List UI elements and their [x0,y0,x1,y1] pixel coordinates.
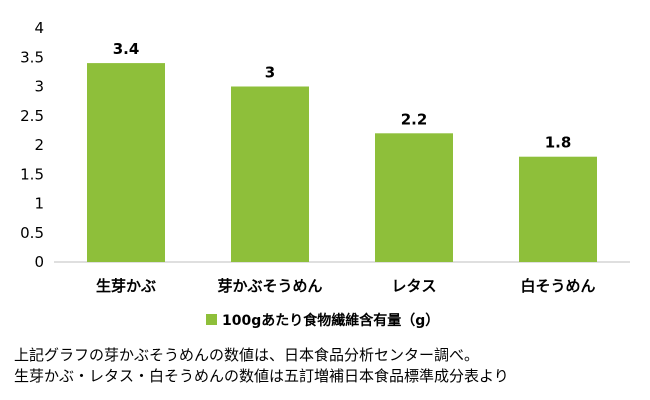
y-tick-label: 4 [34,19,44,37]
y-tick-label: 1 [34,195,44,213]
y-tick-label: 2 [34,136,44,154]
data-label: 2.2 [401,110,428,128]
y-tick-label: 0.5 [20,224,44,242]
category-label: レタス [391,277,436,295]
bar [375,133,453,262]
category-label: 生芽かぶ [96,277,156,295]
category-labels: 生芽かぶ 芽かぶそうめん レタス 白そうめん [96,277,596,295]
y-tick-label: 0 [34,253,44,271]
caption: 上記グラフの芽かぶそうめんの数値は、日本食品分析センター調べ。 生芽かぶ・レタス… [14,345,644,387]
y-tick-label: 1.5 [20,165,44,183]
y-tick-label: 2.5 [20,107,44,125]
y-tick-label: 3 [34,78,44,96]
bars [87,63,597,262]
data-label: 3.4 [113,40,140,58]
caption-line-2: 生芽かぶ・レタス・白そうめんの数値は五訂増補日本食品標準成分表より [14,367,509,385]
data-labels: 3.4 3 2.2 1.8 [113,40,572,152]
bar [519,156,597,262]
y-tick-label: 3.5 [20,48,44,66]
legend-swatch [206,314,217,325]
data-label: 1.8 [545,134,572,152]
category-label: 芽かぶそうめん [217,277,322,295]
legend-label: 100gあたり食物繊維含有量（g） [222,312,439,329]
chart: 0 0.5 1 1.5 2 2.5 3 3.5 4 3.4 3 2.2 1.8 生芽かぶ 芽かぶそうめん… [20,19,630,329]
data-label: 3 [265,64,275,82]
bar [87,63,165,262]
bar-chart-svg: 0 0.5 1 1.5 2 2.5 3 3.5 4 3.4 3 2.2 1.8 生芽かぶ 芽かぶそうめん… [20,19,630,329]
category-label: 白そうめん [520,277,595,295]
legend: 100gあたり食物繊維含有量（g） [206,312,439,329]
caption-line-1: 上記グラフの芽かぶそうめんの数値は、日本食品分析センター調べ。 [14,346,480,364]
bar [231,86,309,262]
